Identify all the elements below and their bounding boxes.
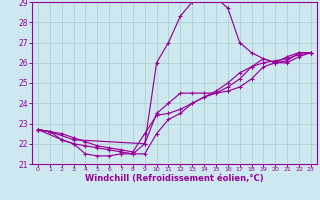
X-axis label: Windchill (Refroidissement éolien,°C): Windchill (Refroidissement éolien,°C) (85, 174, 264, 183)
